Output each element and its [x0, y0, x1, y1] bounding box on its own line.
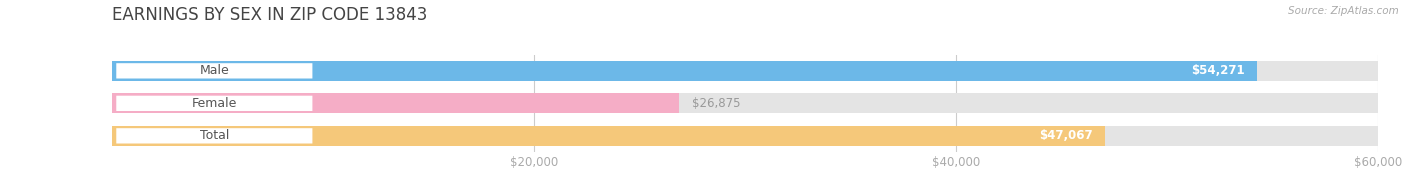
Text: EARNINGS BY SEX IN ZIP CODE 13843: EARNINGS BY SEX IN ZIP CODE 13843: [112, 6, 427, 24]
Text: Female: Female: [191, 97, 238, 110]
Text: $54,271: $54,271: [1191, 64, 1244, 77]
FancyBboxPatch shape: [117, 63, 312, 79]
Bar: [112, 126, 1378, 146]
Bar: [112, 93, 679, 113]
Bar: [112, 61, 1257, 81]
Text: Source: ZipAtlas.com: Source: ZipAtlas.com: [1288, 6, 1399, 16]
FancyBboxPatch shape: [117, 96, 312, 111]
Text: $26,875: $26,875: [692, 97, 741, 110]
FancyBboxPatch shape: [117, 128, 312, 144]
Text: $47,067: $47,067: [1039, 129, 1092, 142]
Bar: [112, 126, 1105, 146]
Text: Male: Male: [200, 64, 229, 77]
Text: Total: Total: [200, 129, 229, 142]
Bar: [112, 61, 1378, 81]
Bar: [112, 93, 1378, 113]
